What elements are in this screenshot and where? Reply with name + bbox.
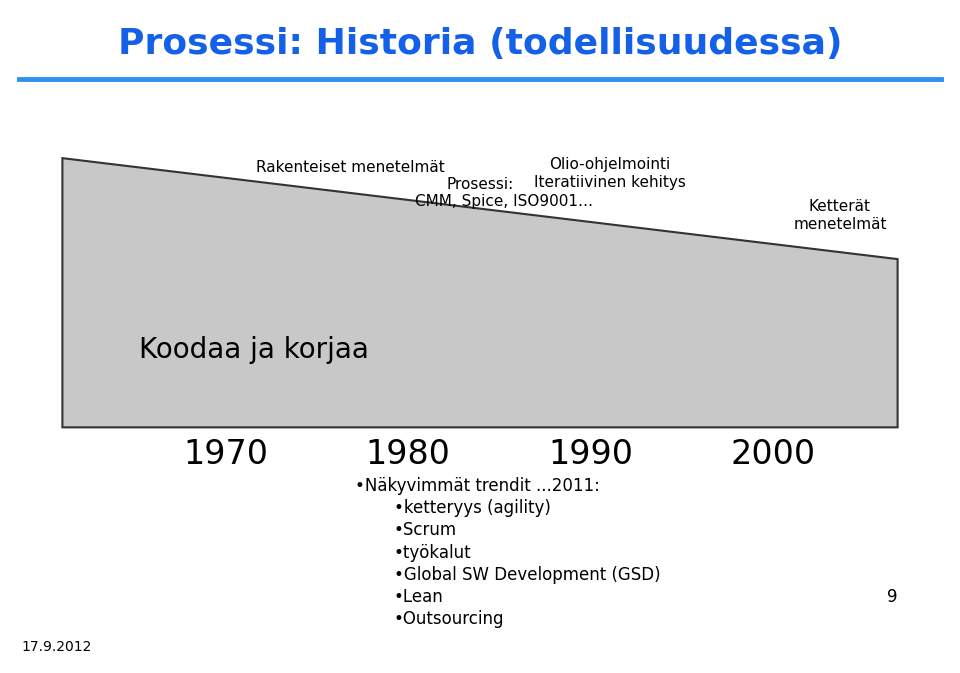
- Text: Olio-ohjelmointi: Olio-ohjelmointi: [549, 157, 670, 172]
- Text: •Global SW Development (GSD): •Global SW Development (GSD): [394, 566, 660, 583]
- Text: Rakenteiset menetelmät: Rakenteiset menetelmät: [256, 160, 444, 175]
- Text: •työkalut: •työkalut: [394, 544, 471, 561]
- Text: •Näkyvimmät trendit ...2011:: •Näkyvimmät trendit ...2011:: [355, 477, 600, 495]
- Text: Iteratiivinen kehitys: Iteratiivinen kehitys: [534, 175, 685, 190]
- Text: 1990: 1990: [548, 437, 633, 471]
- Text: 17.9.2012: 17.9.2012: [21, 641, 91, 654]
- Text: Koodaa ja korjaa: Koodaa ja korjaa: [139, 336, 369, 364]
- Text: Prosessi: Historia (todellisuudessa): Prosessi: Historia (todellisuudessa): [118, 27, 842, 61]
- Text: 1970: 1970: [183, 437, 268, 471]
- Text: •Lean: •Lean: [394, 588, 444, 606]
- Polygon shape: [62, 158, 898, 427]
- Text: Prosessi:: Prosessi:: [446, 177, 514, 192]
- Text: •Scrum: •Scrum: [394, 522, 457, 539]
- Text: CMM, Spice, ISO9001…: CMM, Spice, ISO9001…: [415, 194, 593, 209]
- Text: 1980: 1980: [366, 437, 450, 471]
- Text: •ketteryys (agility): •ketteryys (agility): [394, 499, 550, 517]
- Text: 9: 9: [887, 588, 898, 606]
- Text: 2000: 2000: [731, 437, 815, 471]
- Text: •Outsourcing: •Outsourcing: [394, 610, 504, 628]
- Text: Ketterät
menetelmät: Ketterät menetelmät: [793, 199, 887, 232]
